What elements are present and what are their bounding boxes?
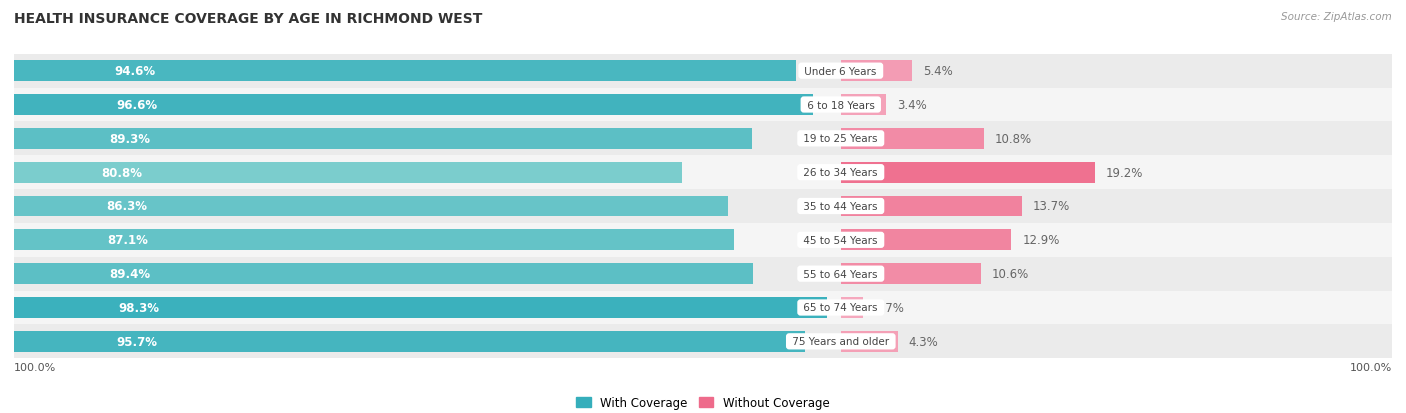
Text: 89.4%: 89.4% <box>110 268 150 280</box>
Bar <box>841 95 886 116</box>
Text: 19 to 25 Years: 19 to 25 Years <box>800 134 882 144</box>
Bar <box>14 230 734 251</box>
Bar <box>14 263 754 285</box>
Bar <box>841 196 1022 217</box>
Bar <box>14 325 1392 358</box>
Text: 96.6%: 96.6% <box>117 99 157 112</box>
Bar <box>841 263 981 285</box>
Bar <box>14 95 813 116</box>
Text: 1.7%: 1.7% <box>875 301 904 314</box>
Bar <box>14 61 796 82</box>
Bar <box>14 291 1392 325</box>
Bar <box>841 230 1011 251</box>
Text: 87.1%: 87.1% <box>107 234 148 247</box>
Text: 45 to 54 Years: 45 to 54 Years <box>800 235 882 245</box>
Bar <box>14 223 1392 257</box>
Text: 35 to 44 Years: 35 to 44 Years <box>800 202 882 211</box>
Text: 4.3%: 4.3% <box>908 335 938 348</box>
Text: Source: ZipAtlas.com: Source: ZipAtlas.com <box>1281 12 1392 22</box>
Text: 100.0%: 100.0% <box>1350 363 1392 373</box>
Bar <box>14 122 1392 156</box>
Bar <box>14 196 727 217</box>
Bar <box>841 162 1095 183</box>
Bar <box>14 162 682 183</box>
Text: HEALTH INSURANCE COVERAGE BY AGE IN RICHMOND WEST: HEALTH INSURANCE COVERAGE BY AGE IN RICH… <box>14 12 482 26</box>
Text: 13.7%: 13.7% <box>1033 200 1070 213</box>
Text: 26 to 34 Years: 26 to 34 Years <box>800 168 882 178</box>
Text: Under 6 Years: Under 6 Years <box>801 66 880 76</box>
Text: 89.3%: 89.3% <box>110 133 150 145</box>
Bar <box>14 156 1392 190</box>
Text: 95.7%: 95.7% <box>115 335 157 348</box>
Text: 19.2%: 19.2% <box>1105 166 1143 179</box>
Text: 12.9%: 12.9% <box>1022 234 1060 247</box>
Bar <box>14 331 806 352</box>
Bar <box>14 55 1392 88</box>
Text: 55 to 64 Years: 55 to 64 Years <box>800 269 882 279</box>
Text: 10.6%: 10.6% <box>993 268 1029 280</box>
Text: 5.4%: 5.4% <box>924 65 953 78</box>
Text: 6 to 18 Years: 6 to 18 Years <box>804 100 877 110</box>
Bar <box>841 297 863 318</box>
Text: 100.0%: 100.0% <box>14 363 56 373</box>
Bar <box>841 61 912 82</box>
Text: 80.8%: 80.8% <box>101 166 142 179</box>
Bar <box>14 128 752 150</box>
Bar <box>14 257 1392 291</box>
Bar <box>14 297 827 318</box>
Bar <box>841 331 897 352</box>
Bar <box>14 88 1392 122</box>
Bar <box>14 190 1392 223</box>
Bar <box>841 128 984 150</box>
Text: 86.3%: 86.3% <box>107 200 148 213</box>
Text: 94.6%: 94.6% <box>115 65 156 78</box>
Text: 10.8%: 10.8% <box>994 133 1032 145</box>
Text: 3.4%: 3.4% <box>897 99 927 112</box>
Text: 98.3%: 98.3% <box>118 301 159 314</box>
Text: 75 Years and older: 75 Years and older <box>789 337 893 347</box>
Text: 65 to 74 Years: 65 to 74 Years <box>800 303 882 313</box>
Legend: With Coverage, Without Coverage: With Coverage, Without Coverage <box>572 392 834 413</box>
